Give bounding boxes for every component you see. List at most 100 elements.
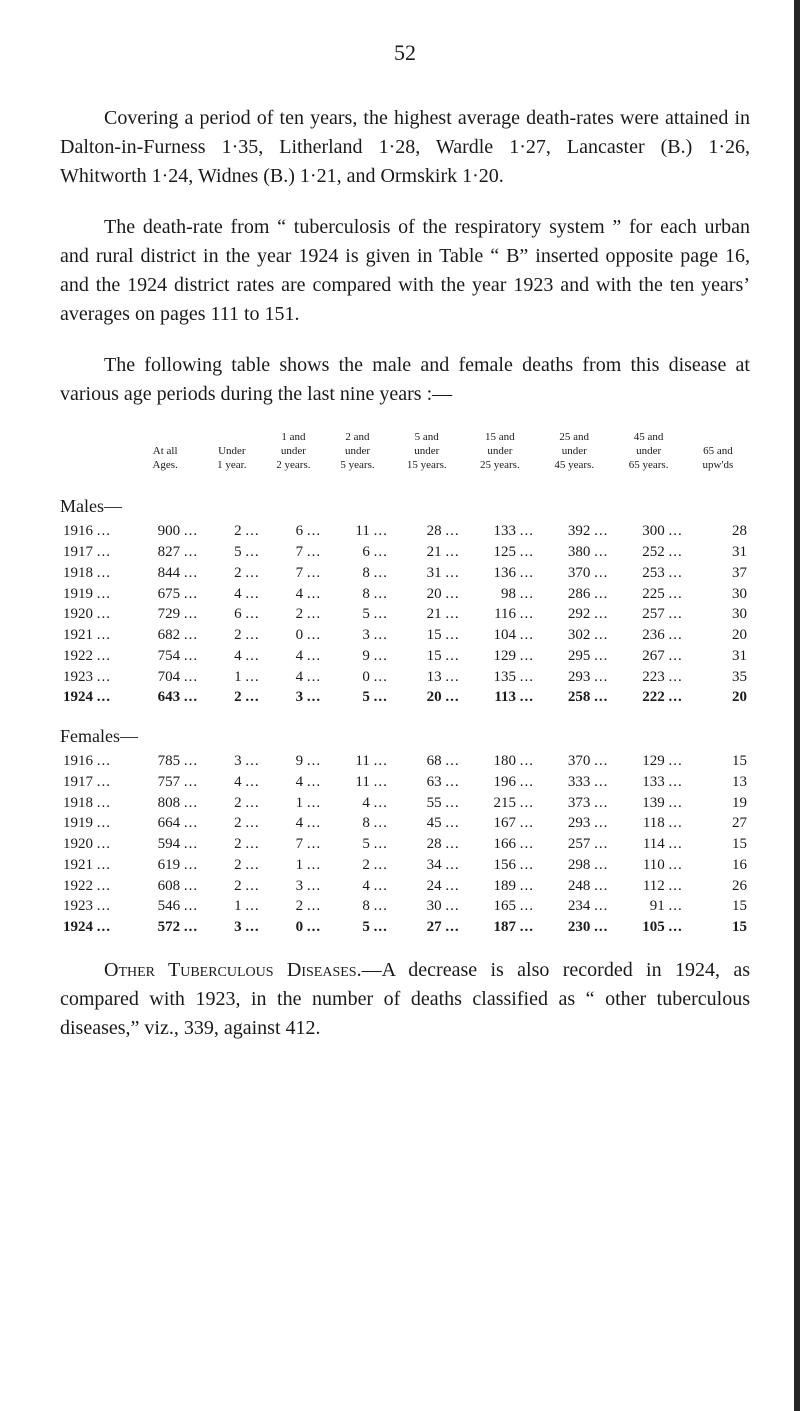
value-cell: 27 [686,813,750,834]
table-row: 1922 ...608 ...2 ...3 ...4 ...24 ...189 … [60,876,750,897]
value-cell: 572 ... [129,917,201,938]
value-cell: 295 ... [537,646,611,667]
value-cell: 9 ... [263,751,325,772]
value-cell: 133 ... [463,521,537,542]
table-row: 1923 ...704 ...1 ...4 ...0 ...13 ...135 … [60,667,750,688]
value-cell: 300 ... [611,521,685,542]
value-cell: 166 ... [463,834,537,855]
value-cell: 664 ... [129,813,201,834]
females-table: 1916 ...785 ...3 ...9 ...11 ...68 ...180… [60,751,750,938]
value-cell: 267 ... [611,646,685,667]
table-row: 1919 ...664 ...2 ...4 ...8 ...45 ...167 … [60,813,750,834]
table-row: 1921 ...619 ...2 ...1 ...2 ...34 ...156 … [60,855,750,876]
value-cell: 2 ... [201,834,263,855]
value-cell: 45 ... [391,813,463,834]
value-cell: 1 ... [263,793,325,814]
value-cell: 129 ... [611,751,685,772]
value-cell: 28 ... [391,521,463,542]
table-row: 1917 ...827 ...5 ...7 ...6 ...21 ...125 … [60,542,750,563]
value-cell: 31 ... [391,563,463,584]
year-cell: 1922 ... [60,646,129,667]
table-row: 1916 ...785 ...3 ...9 ...11 ...68 ...180… [60,751,750,772]
value-cell: 704 ... [129,667,201,688]
value-cell: 11 ... [324,772,391,793]
col-header: 45 and under 65 years. [611,431,685,478]
value-cell: 827 ... [129,542,201,563]
value-cell: 7 ... [263,563,325,584]
value-cell: 0 ... [263,625,325,646]
value-cell: 215 ... [463,793,537,814]
value-cell: 26 [686,876,750,897]
value-cell: 546 ... [129,896,201,917]
year-cell: 1924 ... [60,917,129,938]
value-cell: 15 ... [391,625,463,646]
value-cell: 15 [686,896,750,917]
value-cell: 19 [686,793,750,814]
table-row: 1923 ...546 ...1 ...2 ...8 ...30 ...165 … [60,896,750,917]
value-cell: 114 ... [611,834,685,855]
col-header: At all Ages. [129,431,201,478]
value-cell: 187 ... [463,917,537,938]
value-cell: 28 ... [391,834,463,855]
value-cell: 7 ... [263,834,325,855]
year-cell: 1919 ... [60,584,129,605]
value-cell: 380 ... [537,542,611,563]
year-cell: 1918 ... [60,793,129,814]
value-cell: 900 ... [129,521,201,542]
value-cell: 30 ... [391,896,463,917]
page: 52 Covering a period of ten years, the h… [0,0,800,1125]
value-cell: 4 ... [201,584,263,605]
value-cell: 2 ... [201,813,263,834]
value-cell: 167 ... [463,813,537,834]
value-cell: 754 ... [129,646,201,667]
value-cell: 619 ... [129,855,201,876]
value-cell: 844 ... [129,563,201,584]
value-cell: 236 ... [611,625,685,646]
value-cell: 8 ... [324,584,391,605]
value-cell: 257 ... [611,604,685,625]
col-header: 5 and under 15 years. [391,431,463,478]
value-cell: 4 ... [324,876,391,897]
value-cell: 298 ... [537,855,611,876]
value-cell: 0 ... [263,917,325,938]
value-cell: 4 ... [263,584,325,605]
value-cell: 248 ... [537,876,611,897]
value-cell: 3 ... [324,625,391,646]
value-cell: 98 ... [463,584,537,605]
year-cell: 1916 ... [60,751,129,772]
value-cell: 16 [686,855,750,876]
value-cell: 11 ... [324,521,391,542]
value-cell: 2 ... [263,604,325,625]
col-header: Under 1 year. [201,431,263,478]
value-cell: 682 ... [129,625,201,646]
value-cell: 2 ... [263,896,325,917]
value-cell: 20 [686,687,750,708]
value-cell: 37 [686,563,750,584]
year-cell: 1917 ... [60,542,129,563]
value-cell: 113 ... [463,687,537,708]
value-cell: 13 [686,772,750,793]
table-row: 1918 ...808 ...2 ...1 ...4 ...55 ...215 … [60,793,750,814]
table-header-row: At all Ages.Under 1 year.1 and under 2 y… [60,431,750,478]
females-label: Females— [60,726,750,747]
table-row: 1918 ...844 ...2 ...7 ...8 ...31 ...136 … [60,563,750,584]
page-number: 52 [60,40,750,66]
value-cell: 20 ... [391,584,463,605]
value-cell: 31 [686,646,750,667]
page-right-edge [794,0,800,1411]
value-cell: 2 ... [201,793,263,814]
value-cell: 27 ... [391,917,463,938]
value-cell: 21 ... [391,542,463,563]
value-cell: 63 ... [391,772,463,793]
value-cell: 302 ... [537,625,611,646]
value-cell: 1 ... [201,667,263,688]
value-cell: 2 ... [324,855,391,876]
value-cell: 373 ... [537,793,611,814]
males-label: Males— [60,496,750,517]
value-cell: 3 ... [263,876,325,897]
value-cell: 230 ... [537,917,611,938]
paragraph-3: The following table shows the male and f… [60,351,750,409]
year-cell: 1919 ... [60,813,129,834]
value-cell: 257 ... [537,834,611,855]
value-cell: 3 ... [201,751,263,772]
